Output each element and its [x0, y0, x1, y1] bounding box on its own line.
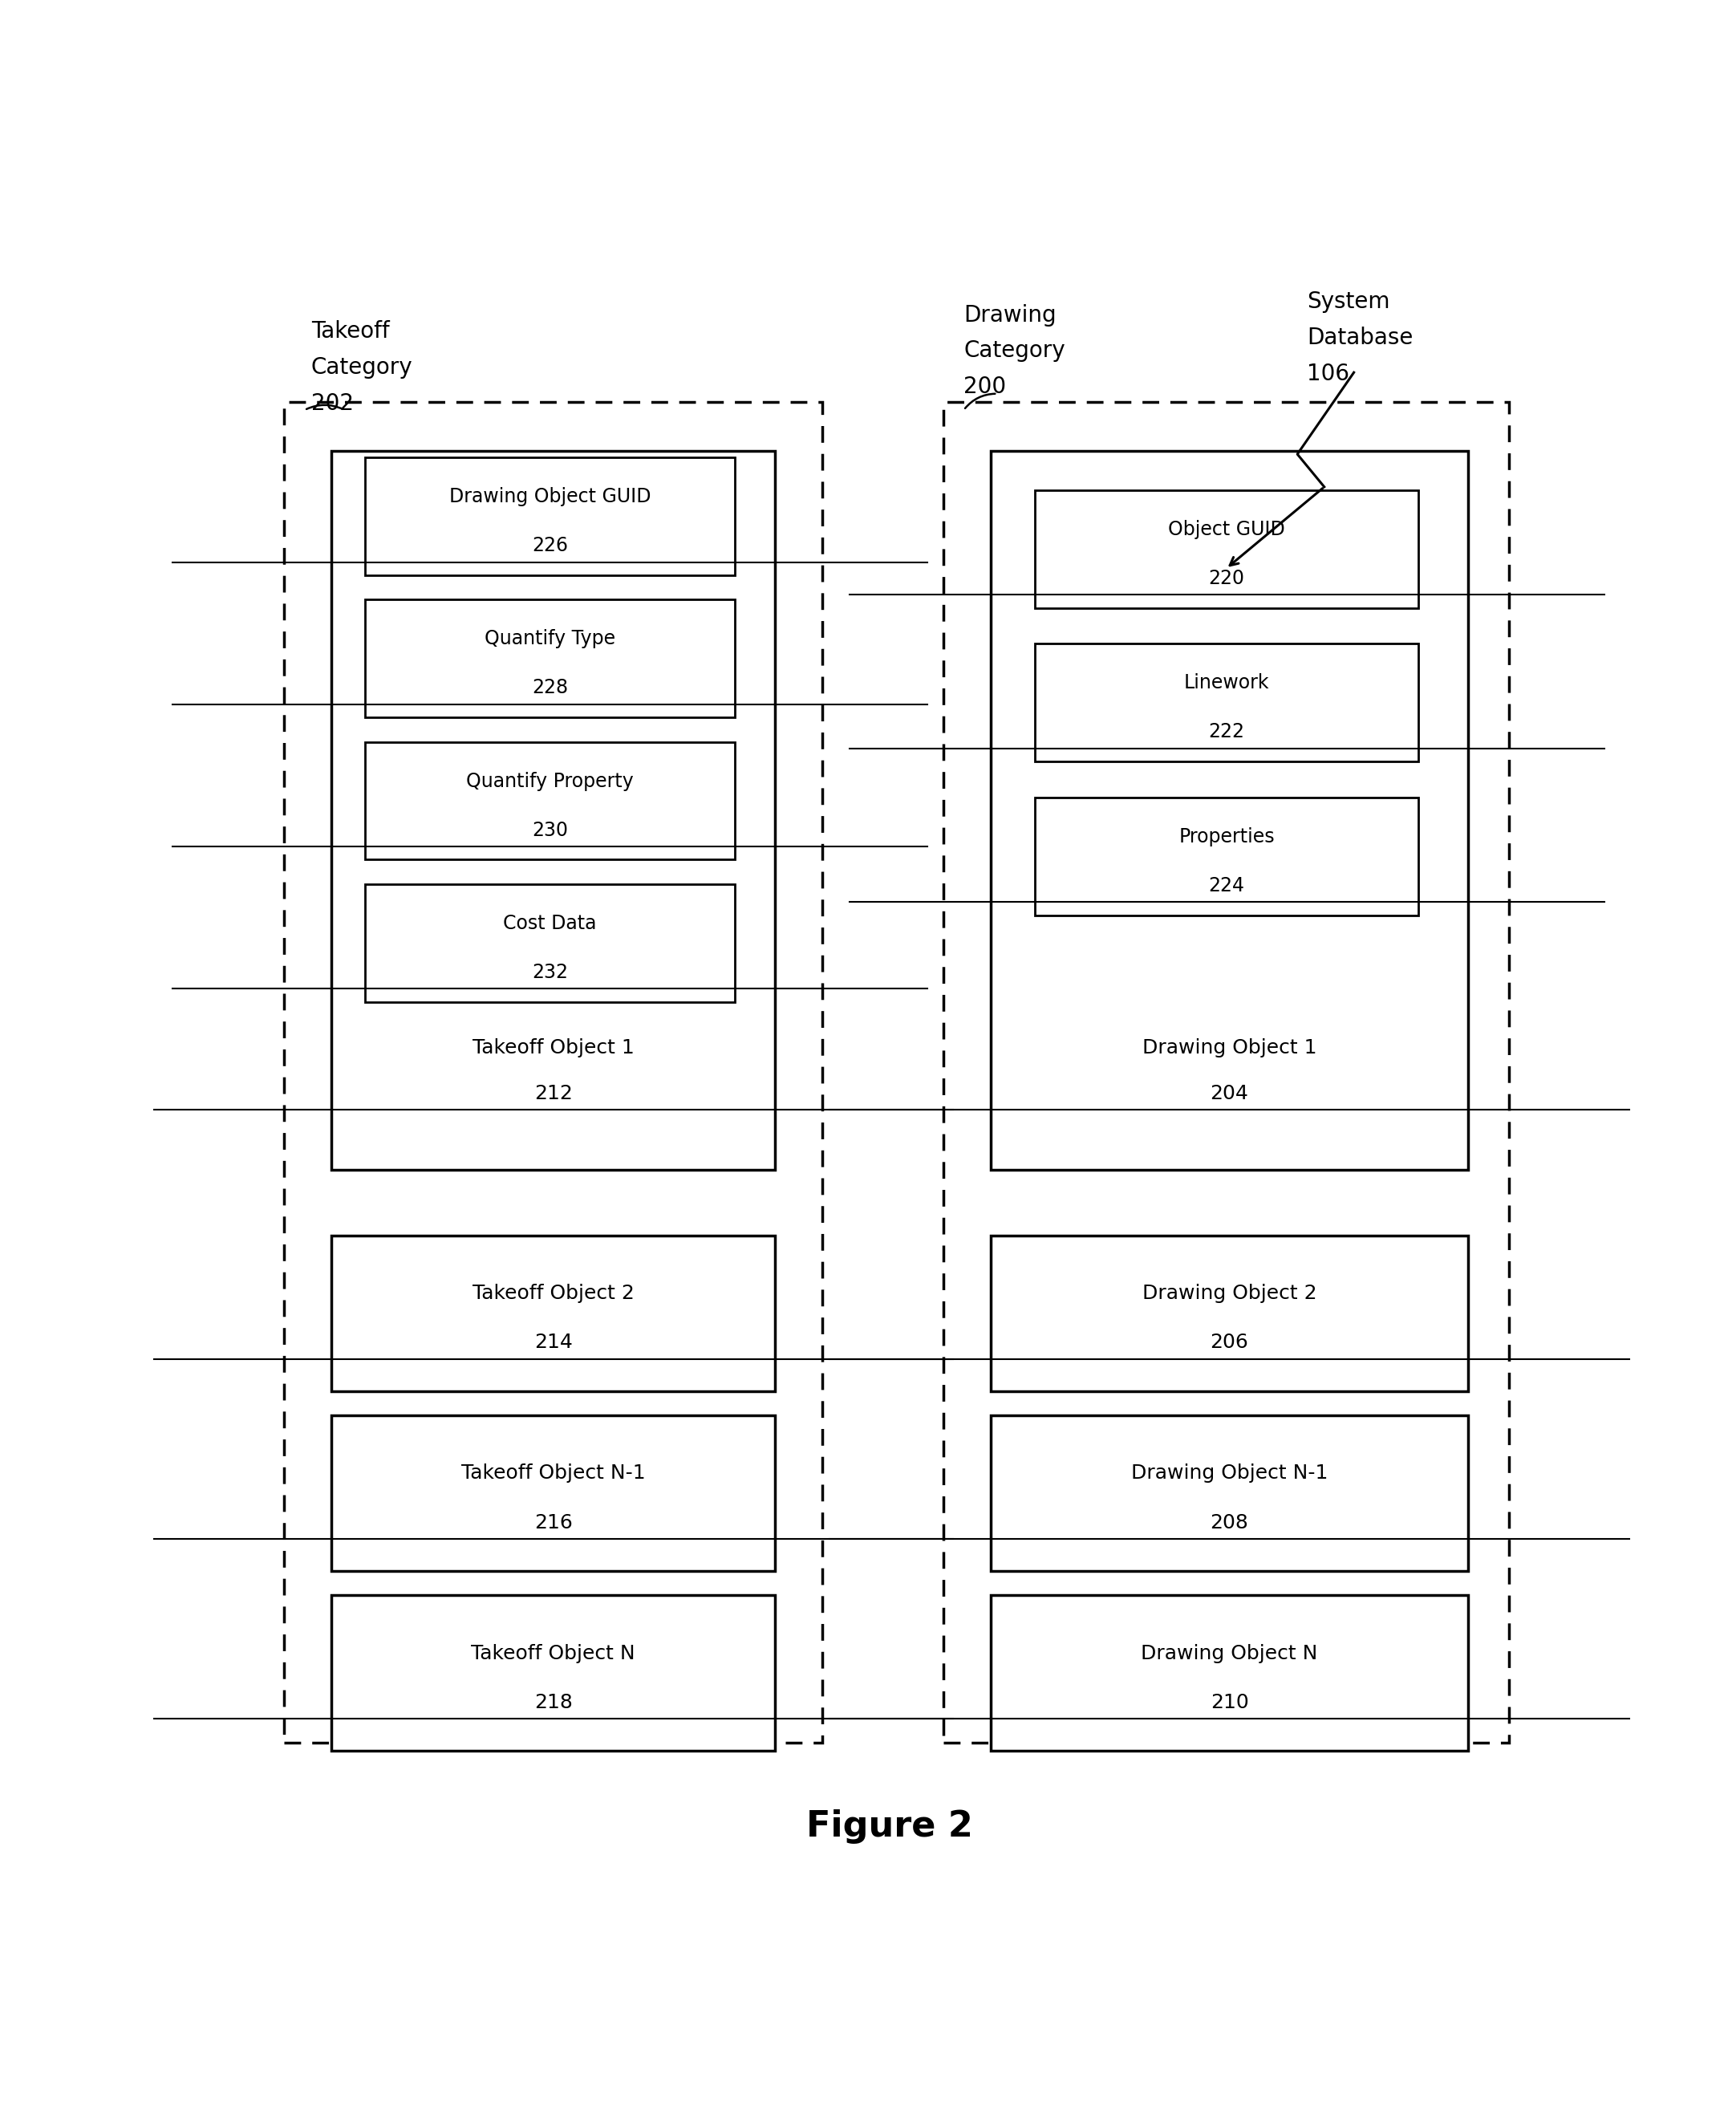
Text: 200: 200: [963, 376, 1007, 399]
Text: Figure 2: Figure 2: [806, 1809, 974, 1843]
Text: 204: 204: [1210, 1083, 1248, 1104]
Text: Object GUID: Object GUID: [1168, 520, 1285, 539]
Text: 212: 212: [535, 1083, 573, 1104]
Bar: [365, 456, 734, 575]
Text: System: System: [1307, 291, 1391, 314]
Bar: [991, 1416, 1469, 1571]
Text: Category: Category: [963, 340, 1066, 363]
Text: Linework: Linework: [1184, 673, 1269, 692]
Text: 106: 106: [1307, 363, 1349, 384]
Text: 222: 222: [1208, 722, 1245, 741]
Text: 220: 220: [1208, 569, 1245, 588]
Text: 228: 228: [531, 679, 568, 698]
Text: Quantify Property: Quantify Property: [467, 771, 634, 790]
Bar: [332, 1416, 776, 1571]
Text: Takeoff Object 2: Takeoff Object 2: [472, 1284, 634, 1304]
Bar: [365, 883, 734, 1002]
Text: Database: Database: [1307, 327, 1413, 348]
Bar: [332, 1236, 776, 1391]
Bar: [332, 1594, 776, 1751]
Text: Category: Category: [311, 357, 413, 378]
Text: 216: 216: [535, 1514, 573, 1533]
Text: 208: 208: [1210, 1514, 1248, 1533]
Bar: [991, 1594, 1469, 1751]
Text: 206: 206: [1210, 1333, 1248, 1352]
Bar: [1035, 798, 1418, 915]
Text: 210: 210: [1210, 1692, 1248, 1711]
Text: Drawing Object 2: Drawing Object 2: [1142, 1284, 1316, 1304]
Text: 218: 218: [535, 1692, 573, 1711]
Text: Takeoff: Takeoff: [311, 321, 389, 342]
Text: Drawing: Drawing: [963, 304, 1057, 327]
Text: 214: 214: [535, 1333, 573, 1352]
Text: Drawing Object GUID: Drawing Object GUID: [450, 486, 651, 505]
Bar: [1035, 490, 1418, 607]
Bar: [991, 450, 1469, 1170]
Bar: [1035, 643, 1418, 762]
Text: Quantify Type: Quantify Type: [484, 628, 616, 648]
Text: Drawing Object N-1: Drawing Object N-1: [1130, 1463, 1328, 1484]
Text: Cost Data: Cost Data: [503, 913, 597, 932]
Bar: [944, 401, 1509, 1743]
Bar: [365, 741, 734, 860]
Text: 230: 230: [531, 822, 568, 841]
Text: Takeoff Object N: Takeoff Object N: [470, 1643, 635, 1662]
Text: 226: 226: [531, 537, 568, 556]
Text: Takeoff Object 1: Takeoff Object 1: [472, 1038, 634, 1057]
Bar: [285, 401, 823, 1743]
Bar: [991, 1236, 1469, 1391]
Text: Drawing Object N: Drawing Object N: [1141, 1643, 1318, 1662]
Text: Properties: Properties: [1179, 828, 1274, 847]
Text: 224: 224: [1208, 877, 1245, 896]
Bar: [332, 450, 776, 1170]
Text: Takeoff Object N-1: Takeoff Object N-1: [462, 1463, 646, 1484]
Text: 202: 202: [311, 393, 354, 414]
Text: Drawing Object 1: Drawing Object 1: [1142, 1038, 1316, 1057]
Bar: [365, 599, 734, 718]
Text: 232: 232: [531, 962, 568, 983]
